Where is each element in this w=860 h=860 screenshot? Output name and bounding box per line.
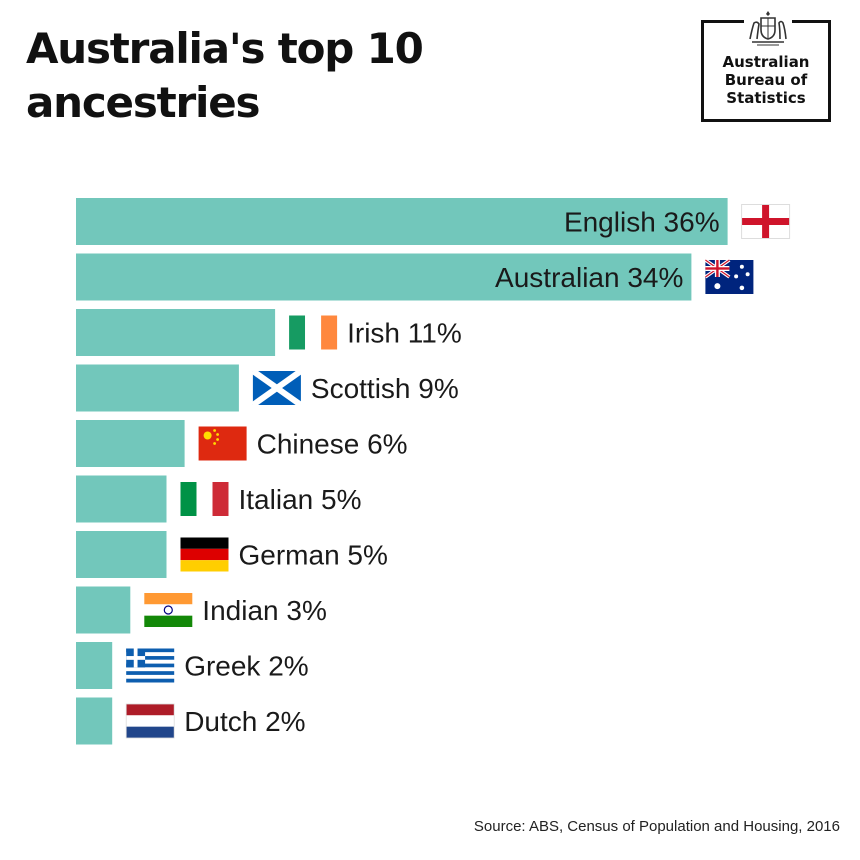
bar-greek: [76, 642, 113, 689]
bar-english: [76, 198, 728, 245]
bar-indian: [76, 586, 131, 634]
bar-label-irish: Irish 11%: [347, 318, 462, 349]
germany-flag-icon: [180, 537, 229, 572]
abs-logo: Australian Bureau of Statistics: [701, 9, 831, 122]
bar-scottish: [76, 364, 239, 412]
chart-title-line-1: Australia's top 10: [26, 24, 424, 73]
netherlands-flag-icon: [125, 703, 175, 739]
bar-label-greek: Greek 2%: [184, 651, 309, 682]
bar-label-german: German 5%: [239, 540, 388, 571]
chart-title: Australia's top 10 ancestries: [26, 22, 586, 130]
logo-text: Australian Bureau of Statistics: [704, 53, 828, 107]
chart-title-line-2: ancestries: [26, 78, 260, 127]
logo-line-3: Statistics: [726, 89, 806, 107]
logo-line-1: Australian: [722, 53, 810, 71]
ancestry-bar-chart: English 36% Australian 34% Irish 11% Scotti…: [76, 198, 791, 745]
bar-chinese: [76, 420, 185, 467]
china-flag-icon: [198, 426, 247, 461]
bar-label-italian: Italian 5%: [239, 484, 362, 515]
bar-german: [76, 531, 167, 578]
scotland-flag-icon: [251, 368, 303, 408]
australia-flag-icon: [704, 258, 754, 294]
bar-label-scottish: Scottish 9%: [311, 373, 459, 404]
bar-australian: [76, 253, 692, 301]
logo-line-2: Bureau of: [724, 71, 808, 89]
bar-dutch: [76, 697, 113, 745]
coat-of-arms-icon: [744, 9, 792, 49]
bar-irish: [76, 309, 276, 356]
bar-label-dutch: Dutch 2%: [184, 706, 305, 737]
bar-label-english: English 36%: [564, 207, 720, 238]
source-note: Source: ABS, Census of Population and Ho…: [473, 818, 840, 835]
bar-label-australian: Australian 34%: [495, 262, 683, 293]
bar-label-chinese: Chinese 6%: [257, 429, 408, 460]
england-flag-icon: [741, 204, 791, 239]
india-flag-icon: [144, 593, 193, 627]
ireland-flag-icon: [289, 315, 338, 350]
greece-flag-icon: [126, 648, 175, 683]
italy-flag-icon: [180, 482, 229, 516]
bar-label-indian: Indian 3%: [202, 595, 327, 626]
bar-italian: [76, 475, 167, 523]
